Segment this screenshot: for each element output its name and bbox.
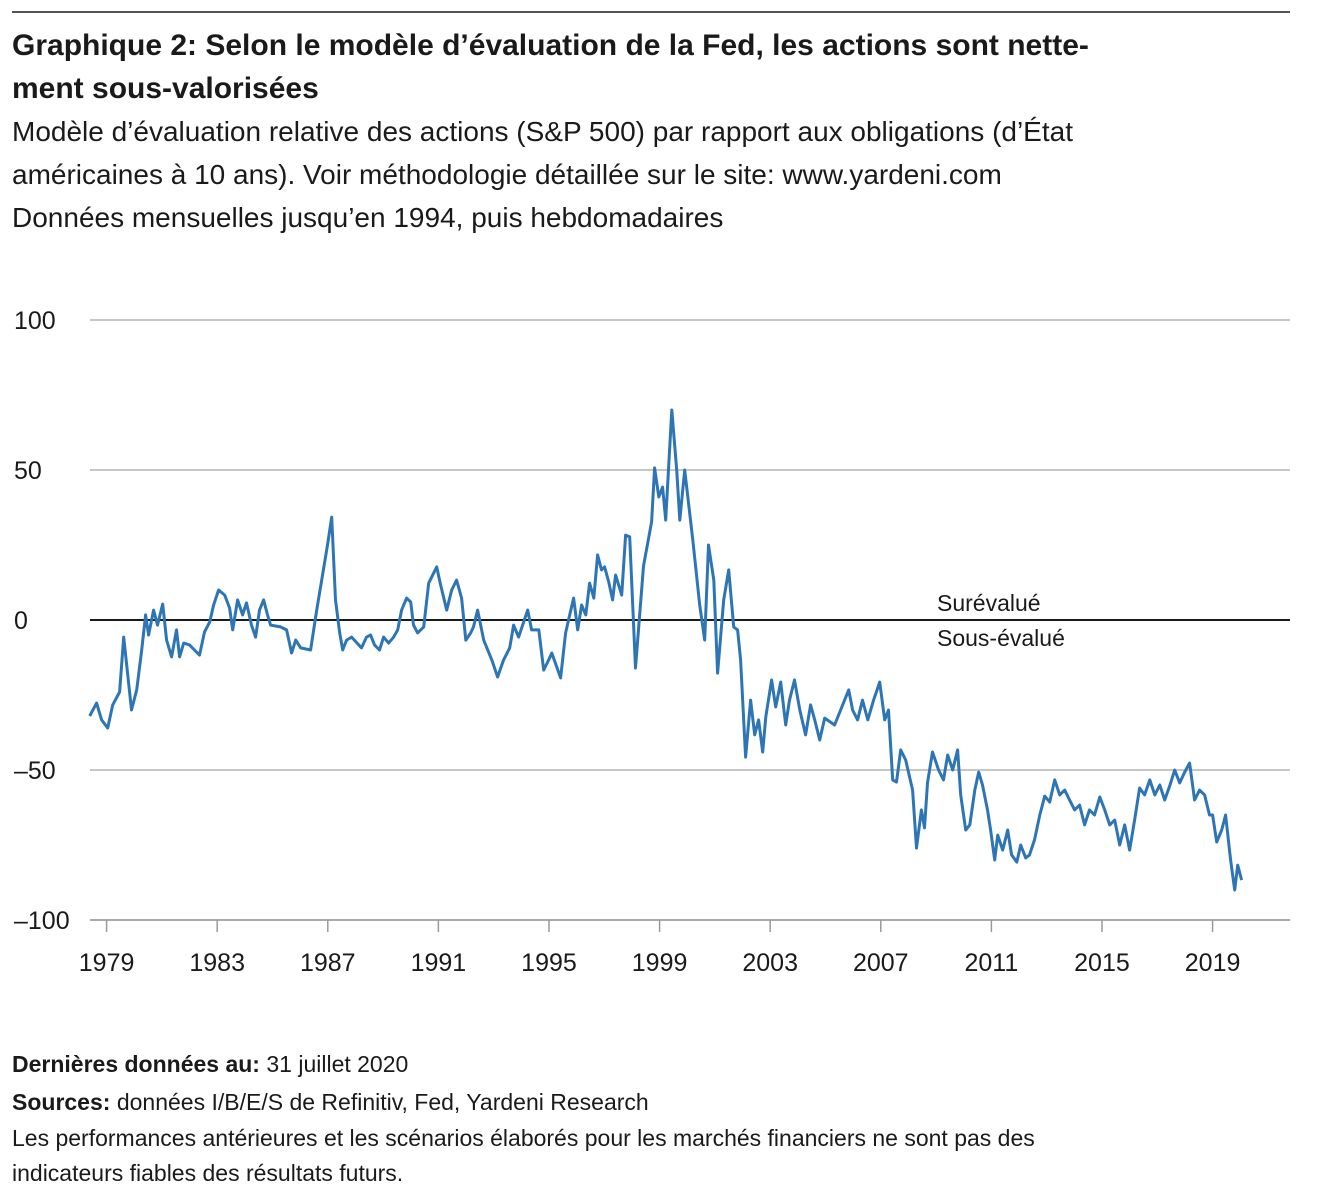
x-tick-label: 1995 xyxy=(521,949,577,977)
x-tick-label: 2015 xyxy=(1074,949,1130,977)
y-tick-label: –50 xyxy=(14,757,56,785)
footer-note-label: Sources: xyxy=(12,1089,110,1115)
x-tick-label: 1979 xyxy=(79,949,135,977)
disclaimer: indicateurs fiables des résultats futurs… xyxy=(12,1160,403,1186)
x-tick-label: 2011 xyxy=(964,949,1018,977)
x-tick-label: 1991 xyxy=(411,949,467,977)
chart-title: Graphique 2: Selon le modèle d’évaluatio… xyxy=(12,29,1089,62)
footer-note-text: 31 juillet 2020 xyxy=(266,1051,408,1077)
x-tick-label: 1999 xyxy=(632,949,688,977)
chart-title: ment sous-valorisées xyxy=(12,72,319,105)
x-tick-label: 1983 xyxy=(189,949,245,977)
x-tick-label: 2007 xyxy=(853,949,909,977)
chart-subtitle: américaines à 10 ans). Voir méthodologie… xyxy=(12,159,1002,190)
x-tick-label: 2003 xyxy=(742,949,798,977)
y-tick-label: –100 xyxy=(14,907,70,935)
x-tick-label: 2019 xyxy=(1185,949,1241,977)
annotation: Surévalué xyxy=(937,590,1041,616)
data-line xyxy=(88,408,1244,892)
y-tick-label: 0 xyxy=(14,607,28,635)
footer-note-text: données I/B/E/S de Refinitiv, Fed, Yarde… xyxy=(117,1089,649,1115)
footer-note-label: Dernières données au: xyxy=(12,1051,260,1077)
y-tick-label: 100 xyxy=(14,307,56,335)
annotation: Sous-évalué xyxy=(937,625,1065,651)
y-tick-label: 50 xyxy=(14,457,42,485)
footer-note: Sources: données I/B/E/S de Refinitiv, F… xyxy=(12,1089,649,1115)
x-tick-label: 1987 xyxy=(300,949,356,977)
chart-subtitle: Données mensuelles jusqu’en 1994, puis h… xyxy=(12,202,723,233)
chart-subtitle: Modèle d’évaluation relative des actions… xyxy=(12,116,1073,147)
disclaimer: Les performances antérieures et les scén… xyxy=(12,1125,1035,1151)
footer-note: Dernières données au: 31 juillet 2020 xyxy=(12,1051,408,1077)
